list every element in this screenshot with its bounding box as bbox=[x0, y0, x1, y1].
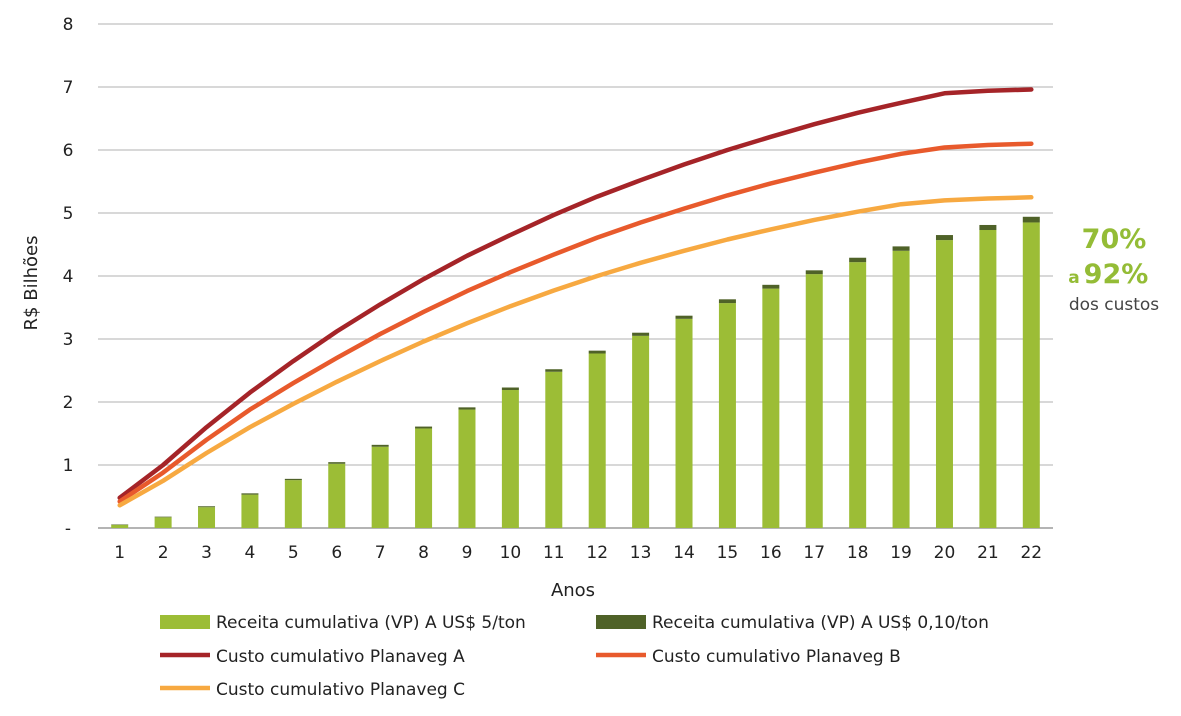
annotation-line3: dos custos bbox=[1069, 295, 1159, 315]
x-tick-label: 16 bbox=[760, 543, 782, 563]
legend: Receita cumulativa (VP) A US$ 5/ton Rece… bbox=[160, 613, 989, 700]
x-tick-label: 21 bbox=[977, 543, 999, 563]
bar-1-21 bbox=[979, 224, 997, 231]
bar-0-4 bbox=[241, 494, 259, 528]
y-tick-label: 5 bbox=[63, 204, 74, 224]
y-tick-label: 6 bbox=[63, 141, 74, 161]
line-series-2 bbox=[117, 195, 1034, 508]
bar-1-15 bbox=[718, 299, 736, 304]
y-tick-label: 1 bbox=[63, 456, 74, 476]
x-axis-ticks: 1 2 3 4 5 6 7 8 9 10 11 12 13 14 15 16 17 18 19 20 21 22 bbox=[114, 543, 1042, 563]
x-tick-label: 11 bbox=[543, 543, 565, 563]
x-tick-label: 2 bbox=[158, 543, 169, 563]
bar-0-7 bbox=[371, 446, 389, 528]
bar-1-13 bbox=[632, 332, 650, 336]
bar-1-18 bbox=[849, 257, 867, 263]
bars bbox=[111, 216, 1040, 529]
bar-1-14 bbox=[675, 315, 693, 319]
y-axis-ticks: - 1 2 3 4 5 6 7 8 bbox=[63, 15, 74, 539]
bar-0-3 bbox=[198, 507, 216, 528]
y-tick-label: 8 bbox=[63, 15, 74, 35]
bar-1-2 bbox=[154, 516, 172, 518]
bar-0-12 bbox=[588, 353, 606, 528]
x-tick-label: 6 bbox=[331, 543, 342, 563]
bar-1-19 bbox=[892, 246, 910, 251]
legend-label-line-2: Custo cumulativo Planaveg C bbox=[216, 680, 465, 700]
x-tick-label: 12 bbox=[586, 543, 608, 563]
gridlines bbox=[98, 23, 1053, 529]
bar-1-6 bbox=[328, 462, 346, 464]
x-tick-label: 4 bbox=[245, 543, 256, 563]
bar-1-16 bbox=[762, 284, 780, 289]
legend-label-bar-1: Receita cumulativa (VP) A US$ 0,10/ton bbox=[652, 613, 989, 633]
bar-0-17 bbox=[805, 274, 823, 528]
legend-label-bar-0: Receita cumulativa (VP) A US$ 5/ton bbox=[216, 613, 526, 633]
x-axis-title: Anos bbox=[551, 580, 595, 601]
y-tick-label: - bbox=[65, 519, 71, 539]
line-series-0 bbox=[117, 87, 1034, 501]
x-tick-label: 22 bbox=[1020, 543, 1042, 563]
x-tick-label: 1 bbox=[114, 543, 125, 563]
x-tick-label: 7 bbox=[375, 543, 386, 563]
x-tick-label: 5 bbox=[288, 543, 299, 563]
legend-swatch-bar-0 bbox=[160, 615, 210, 629]
legend-swatch-bar-1 bbox=[596, 615, 646, 629]
bar-0-1 bbox=[111, 524, 129, 528]
bar-1-9 bbox=[458, 407, 476, 410]
annotation-line1: 70% bbox=[1082, 224, 1147, 255]
bar-0-14 bbox=[675, 318, 693, 528]
x-tick-label: 10 bbox=[500, 543, 522, 563]
bar-1-10 bbox=[501, 387, 519, 391]
bar-0-20 bbox=[935, 240, 953, 528]
x-tick-label: 20 bbox=[934, 543, 956, 563]
bar-1-7 bbox=[371, 444, 389, 447]
y-tick-label: 3 bbox=[63, 330, 74, 350]
annotation: 70% a 92% dos custos bbox=[1068, 224, 1159, 315]
line-series-1 bbox=[117, 141, 1034, 504]
bar-1-11 bbox=[545, 369, 563, 372]
y-tick-label: 4 bbox=[63, 267, 74, 287]
lines bbox=[117, 87, 1034, 508]
bar-0-13 bbox=[632, 335, 650, 528]
bar-0-19 bbox=[892, 250, 910, 529]
x-tick-label: 14 bbox=[673, 543, 695, 563]
x-tick-label: 3 bbox=[201, 543, 212, 563]
bar-0-18 bbox=[849, 262, 867, 528]
bar-0-11 bbox=[545, 371, 563, 528]
bar-0-9 bbox=[458, 409, 476, 528]
bar-0-10 bbox=[501, 390, 519, 528]
y-tick-label: 2 bbox=[63, 393, 74, 413]
annotation-prefix: a bbox=[1068, 268, 1079, 288]
y-tick-label: 7 bbox=[63, 78, 74, 98]
bar-0-22 bbox=[1022, 222, 1040, 528]
y-axis-title: R$ Bilhões bbox=[21, 236, 42, 331]
bar-1-22 bbox=[1022, 216, 1040, 223]
x-tick-label: 17 bbox=[803, 543, 825, 563]
legend-label-line-1: Custo cumulativo Planaveg B bbox=[652, 647, 901, 667]
bar-0-15 bbox=[718, 303, 736, 528]
bar-0-5 bbox=[284, 480, 302, 528]
bar-1-3 bbox=[198, 506, 216, 508]
bar-1-5 bbox=[284, 478, 302, 481]
annotation-line2: 92% bbox=[1084, 259, 1149, 290]
bar-1-4 bbox=[241, 493, 259, 495]
x-tick-label: 18 bbox=[847, 543, 869, 563]
bar-0-8 bbox=[415, 428, 433, 528]
bar-1-17 bbox=[805, 270, 823, 275]
x-tick-label: 8 bbox=[418, 543, 429, 563]
bar-1-1 bbox=[111, 524, 129, 526]
bar-0-16 bbox=[762, 288, 780, 528]
bar-1-12 bbox=[588, 350, 606, 354]
x-tick-label: 19 bbox=[890, 543, 912, 563]
bar-0-21 bbox=[979, 230, 997, 528]
bar-1-8 bbox=[415, 426, 433, 429]
bar-1-20 bbox=[935, 235, 953, 241]
bar-0-2 bbox=[154, 517, 172, 528]
legend-label-line-0: Custo cumulativo Planaveg A bbox=[216, 647, 465, 667]
bar-0-6 bbox=[328, 463, 346, 528]
x-tick-label: 13 bbox=[630, 543, 652, 563]
x-tick-label: 9 bbox=[462, 543, 473, 563]
x-tick-label: 15 bbox=[717, 543, 739, 563]
